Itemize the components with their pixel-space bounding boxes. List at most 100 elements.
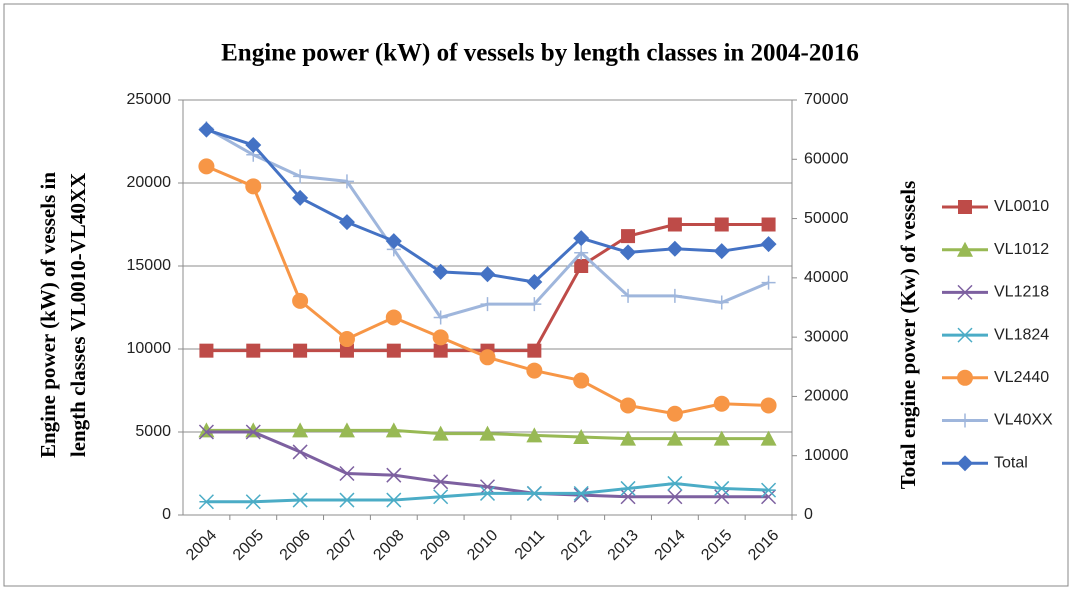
data-point	[573, 487, 589, 503]
y2-tick-label: 70000	[804, 91, 849, 108]
legend-marker	[958, 200, 972, 214]
data-point	[479, 425, 496, 441]
data-point	[667, 475, 683, 491]
y2-tick-label: 10000	[804, 447, 849, 464]
y-tick-label: 25000	[127, 91, 172, 108]
data-point	[433, 310, 448, 325]
data-point	[526, 274, 543, 291]
y-axis-title: Engine power (kW) of vessels in	[36, 172, 60, 458]
legend-marker	[957, 241, 973, 257]
y2-tick-label: 60000	[804, 151, 849, 168]
chart-frame	[3, 3, 1069, 587]
data-point	[667, 217, 682, 232]
chart-title: Engine power (kW) of vessels by length c…	[221, 40, 859, 67]
data-point	[761, 482, 777, 498]
data-point	[620, 480, 636, 496]
data-point	[198, 422, 215, 438]
data-point	[667, 489, 683, 505]
data-point	[526, 362, 543, 379]
data-point	[198, 158, 215, 175]
data-point	[292, 292, 309, 309]
legend-label: VL0010	[994, 198, 1049, 215]
data-point	[292, 189, 309, 206]
data-point	[620, 430, 637, 446]
y2-tick-label: 30000	[804, 328, 849, 345]
data-point	[526, 485, 542, 501]
data-point	[479, 266, 496, 283]
data-point	[713, 430, 730, 446]
data-point	[527, 297, 542, 312]
legend-marker	[957, 327, 973, 343]
legend-label: VL40XX	[994, 412, 1053, 429]
y-tick-label: 5000	[135, 423, 171, 440]
data-point	[245, 178, 262, 195]
data-point	[526, 427, 543, 443]
data-point	[573, 485, 589, 501]
data-point	[620, 397, 637, 414]
y2-tick-label: 40000	[804, 269, 849, 286]
data-point	[338, 422, 355, 438]
data-point	[293, 169, 308, 184]
data-point	[714, 480, 730, 496]
data-point	[620, 244, 637, 261]
data-point	[761, 489, 777, 505]
data-point	[574, 245, 589, 260]
data-point	[433, 343, 448, 358]
data-point	[666, 430, 683, 446]
data-point	[761, 217, 776, 232]
y-tick-label: 0	[162, 506, 171, 523]
data-point	[432, 263, 449, 280]
y2-axis-title: Total engine power (Kw) of vessels	[896, 181, 920, 490]
y-tick-label: 20000	[127, 174, 172, 191]
y2-tick-label: 20000	[804, 388, 849, 405]
data-point	[713, 395, 730, 412]
y2-tick-label: 0	[804, 506, 813, 523]
data-point	[198, 424, 214, 440]
data-point	[621, 229, 636, 244]
data-point	[621, 288, 636, 303]
legend-label: VL2440	[994, 369, 1049, 386]
data-point	[292, 492, 308, 508]
data-point	[760, 397, 777, 414]
data-point	[198, 121, 215, 138]
data-point	[385, 233, 402, 250]
data-point	[386, 492, 402, 508]
data-point	[713, 243, 730, 260]
data-point	[479, 349, 496, 366]
data-point	[433, 474, 449, 490]
legend-marker	[957, 369, 973, 386]
data-point	[246, 343, 261, 358]
data-point	[433, 489, 449, 505]
legend-marker	[957, 284, 973, 300]
y-tick-label: 15000	[127, 257, 172, 274]
y-tick-label: 10000	[127, 340, 172, 357]
y2-tick-label: 50000	[804, 210, 849, 227]
data-point	[339, 465, 355, 482]
y-axis-title: length classes VL0010-VL40XX	[66, 173, 90, 457]
data-point	[245, 424, 261, 440]
data-point	[293, 343, 308, 358]
data-point	[292, 444, 308, 460]
data-point	[199, 343, 214, 358]
legend-label: VL1218	[994, 284, 1049, 301]
data-point	[666, 240, 683, 257]
data-point	[479, 485, 496, 501]
data-point	[432, 329, 449, 346]
data-point	[338, 331, 355, 348]
data-point	[573, 230, 590, 247]
data-point	[714, 217, 729, 232]
legend-marker	[957, 455, 973, 472]
data-point	[479, 479, 496, 495]
data-point	[760, 236, 777, 253]
data-point	[432, 425, 449, 441]
data-point	[245, 137, 262, 154]
legend-label: Total	[994, 454, 1028, 471]
data-point	[292, 422, 309, 438]
data-point	[338, 214, 355, 231]
legend-label: VL1012	[994, 241, 1049, 258]
data-point	[666, 405, 683, 422]
data-point	[760, 430, 777, 446]
data-point	[198, 494, 214, 510]
data-point	[714, 295, 729, 310]
